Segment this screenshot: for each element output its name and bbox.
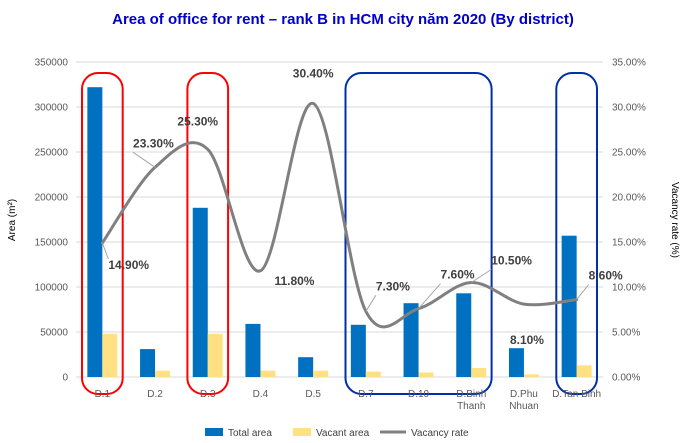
y2-tick-label: 10.00% [612, 283, 646, 294]
total-area-bar [245, 323, 261, 377]
x-tick-label: D.Binh Thanh [456, 389, 486, 412]
y-tick-label: 50000 [40, 328, 68, 339]
vacant-area-bar [102, 333, 118, 377]
y-tick-label: 100000 [35, 283, 69, 294]
gridlines [76, 61, 603, 378]
x-axis-ticks: D.1 D.2 D.3 D.4 D.5 D.7 D.10 D.Binh Thanh D.Phu Nh… [95, 389, 602, 412]
y2-axis-label: Vacancy rate (%) [669, 182, 680, 258]
y-tick-label: 300000 [35, 103, 69, 114]
y2-tick-label: 0.00% [612, 373, 640, 384]
highlight-boxes [81, 72, 598, 395]
vacancy-rate-label: 10.50% [491, 254, 532, 268]
x-tick-line: D.5 [305, 389, 321, 400]
vacant-area-bar [576, 365, 592, 377]
vacant-area-bar [207, 333, 223, 377]
x-tick-line: D.Phu [510, 389, 538, 400]
label-leader [470, 269, 492, 283]
vacancy-rate-label: 11.80% [274, 274, 314, 288]
x-tick-label: D.Tan Binh [552, 389, 601, 400]
y2-tick-label: 30.00% [612, 103, 646, 114]
total-area-bar [456, 293, 472, 377]
legend-label: Vacant area [316, 428, 370, 439]
vacancy-rate-label: 14.90% [108, 258, 149, 272]
x-tick-line: D.2 [147, 389, 163, 400]
y2-tick-label: 5.00% [612, 328, 640, 339]
highlight-box [186, 72, 230, 395]
label-leader [101, 242, 109, 260]
x-tick-line: D.10 [408, 389, 430, 400]
legend: Total area Vacant area Vacancy rate [205, 428, 469, 439]
x-tick-line: D.7 [358, 389, 374, 400]
y-tick-label: 350000 [35, 58, 69, 69]
y-axis-ticks: 0 50000 100000 150000 200000 250000 300000 3500… [35, 58, 69, 384]
vacant-area-bar [260, 370, 276, 377]
x-tick-line: D.4 [253, 389, 269, 400]
x-tick-label: D.2 [147, 389, 163, 400]
x-tick-line: D.Tan Binh [552, 389, 601, 400]
y-tick-label: 200000 [35, 193, 69, 204]
y-tick-label: 250000 [35, 148, 69, 159]
legend-swatch [293, 428, 311, 436]
x-tick-line: D.1 [95, 389, 111, 400]
vacancy-rate-label: 23.30% [133, 136, 174, 150]
y-tick-label: 0 [62, 373, 68, 384]
y2-tick-label: 25.00% [612, 148, 646, 159]
vacant-area-bar [313, 370, 329, 377]
y2-axis-ticks: 0.00% 5.00% 10.00% 15.00% 20.00% 25.00% 30.00%… [612, 58, 646, 384]
vacancy-rate-label: 7.60% [441, 268, 475, 282]
label-leader [132, 151, 156, 168]
vacant-area-bar [418, 372, 434, 377]
data-labels: 14.90% 23.30%25.30% 11.80% 30.40% 7.30% 7.60%… [101, 66, 623, 347]
y-tick-label: 150000 [35, 238, 69, 249]
x-tick-label: D.4 [253, 389, 269, 400]
vacancy-rate-label: 8.10% [510, 333, 544, 347]
y2-tick-label: 20.00% [612, 193, 646, 204]
x-tick-label: D.5 [305, 389, 321, 400]
vacant-area-bar [365, 371, 381, 377]
x-tick-label: D.10 [408, 389, 430, 400]
vacant-area-bar [471, 368, 487, 377]
vacant-area-bar [155, 370, 171, 377]
vacancy-rate-label: 7.30% [376, 279, 410, 293]
highlight-box [81, 72, 124, 395]
y-axis-label: Area (m²) [7, 199, 18, 241]
label-leader [576, 284, 590, 300]
legend-swatch [205, 428, 223, 436]
total-area-bar [87, 87, 103, 377]
x-tick-line: D.3 [200, 389, 216, 400]
x-tick-label: D.3 [200, 389, 216, 400]
x-tick-line: Nhuan [509, 401, 538, 412]
y2-tick-label: 35.00% [612, 58, 646, 69]
y2-tick-label: 15.00% [612, 238, 646, 249]
vacancy-rate-label: 25.30% [177, 114, 218, 128]
vacancy-rate-label: 30.40% [293, 66, 334, 80]
x-tick-label: D.Phu Nhuan [509, 389, 538, 412]
label-leader [365, 295, 377, 312]
total-area-bar [350, 324, 366, 377]
vacancy-rate-label: 8.60% [589, 269, 623, 283]
total-area-bar [192, 207, 208, 377]
x-tick-line: Thanh [457, 401, 485, 412]
total-area-bar [508, 348, 524, 377]
total-area-bar [403, 303, 419, 377]
highlight-box [555, 72, 598, 395]
legend-label: Total area [228, 428, 272, 439]
x-tick-label: D.7 [358, 389, 374, 400]
total-area-bar [298, 357, 314, 377]
x-tick-label: D.1 [95, 389, 111, 400]
total-area-bar [561, 235, 577, 377]
legend-label: Vacancy rate [411, 428, 469, 439]
label-leader [418, 283, 441, 309]
vacant-area-bar [523, 374, 539, 377]
x-tick-line: D.Binh [456, 389, 486, 400]
total-area-bar [140, 349, 156, 377]
bars [87, 87, 592, 377]
chart-title: Area of office for rent – rank B in HCM … [112, 11, 574, 28]
